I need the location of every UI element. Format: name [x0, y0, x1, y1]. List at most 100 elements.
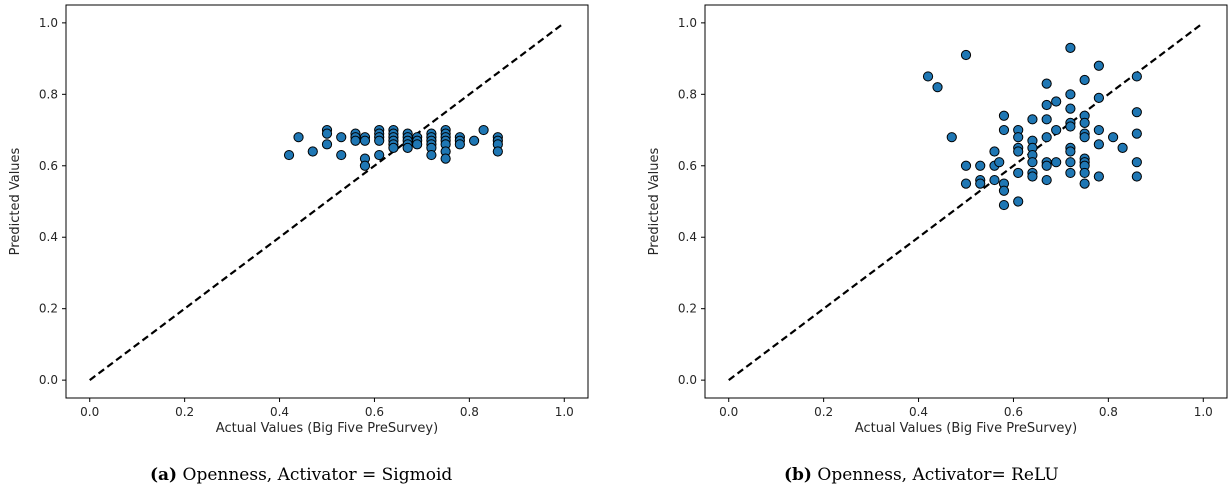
- y-tick-label-b: 0.2: [678, 302, 697, 316]
- scatter-point-b: [1079, 132, 1090, 143]
- scatter-point-b: [960, 160, 972, 171]
- scatter-point-b: [1013, 132, 1024, 143]
- x-tick-label-a: 0.4: [270, 405, 289, 419]
- y-tick-label-b: 0.8: [678, 87, 697, 101]
- scatter-point-b: [1027, 171, 1038, 182]
- scatter-point-b: [1027, 114, 1038, 125]
- scatter-point-b: [998, 199, 1010, 211]
- scatter-point-a: [350, 135, 361, 146]
- x-tick-label-b: 0.2: [814, 405, 833, 419]
- scatter-point-a: [374, 149, 385, 161]
- scatter-point-b: [932, 82, 943, 93]
- scatter-point-b: [998, 185, 1010, 196]
- scatter-point-b: [1131, 107, 1142, 118]
- scatter-point-a: [336, 132, 347, 143]
- scatter-point-a: [307, 146, 318, 157]
- scatter-point-a: [283, 149, 295, 161]
- scatter-point-b: [960, 178, 972, 189]
- scatter-point-b: [1027, 157, 1038, 168]
- scatter-point-b: [1041, 132, 1052, 143]
- x-tick-label-a: 0.6: [365, 405, 384, 419]
- scatter-point-a: [359, 160, 371, 171]
- y-tick-label-b: 0.4: [678, 230, 697, 244]
- scatter-point-b: [1131, 71, 1142, 82]
- reference-line-a: [89, 21, 565, 382]
- scatter-point-b: [1093, 124, 1104, 136]
- scatter-point-b: [1108, 132, 1119, 143]
- scatter-point-b: [1093, 139, 1104, 150]
- scatter-point-b: [1117, 142, 1128, 154]
- scatter-point-b: [1041, 160, 1052, 171]
- x-axis-label-b: Actual Values (Big Five PreSurvey): [855, 421, 1077, 436]
- scatter-point-b: [1065, 89, 1076, 100]
- scatter-point-b: [1065, 121, 1076, 132]
- scatter-point-b: [989, 146, 1000, 157]
- caption-b-tag: (b): [784, 465, 812, 485]
- scatter-point-a: [359, 135, 371, 146]
- scatter-point-b: [1079, 167, 1090, 179]
- scatter-point-b: [1065, 42, 1076, 53]
- y-tick-label-a: 0.8: [39, 87, 58, 101]
- scatter-point-a: [321, 128, 333, 139]
- scatter-point-b: [1079, 178, 1090, 189]
- scatter-point-b: [1131, 171, 1142, 182]
- scatter-point-a: [321, 139, 333, 150]
- x-tick-label-a: 0.2: [175, 405, 194, 419]
- scatter-point-b: [1079, 74, 1090, 86]
- scatter-point-b: [1065, 103, 1076, 114]
- y-tick-label-a: 0.4: [39, 230, 58, 244]
- y-tick-label-a: 0.6: [39, 159, 58, 173]
- scatter-point-a: [293, 132, 304, 143]
- scatter-point-b: [1065, 167, 1076, 179]
- y-tick-label-a: 0.2: [39, 302, 58, 316]
- scatter-point-b: [1093, 60, 1104, 71]
- scatter-point-b: [1041, 99, 1052, 111]
- scatter-point-a: [440, 153, 451, 164]
- scatter-point-b: [1131, 128, 1142, 139]
- scatter-point-b: [998, 124, 1010, 136]
- scatter-point-b: [1051, 96, 1062, 107]
- scatter-point-b: [989, 174, 1000, 186]
- scatter-point-b: [1093, 171, 1104, 182]
- scatter-point-b: [1041, 174, 1052, 186]
- scatter-point-a: [426, 149, 437, 161]
- scatter-point-b: [998, 110, 1010, 121]
- y-axis-label-b: Predicted Values: [647, 147, 662, 255]
- y-axis-label-a: Predicted Values: [8, 147, 23, 255]
- scatter-point-b: [1041, 78, 1052, 89]
- x-tick-label-a: 1.0: [555, 405, 574, 419]
- y-tick-label-b: 0.0: [678, 373, 697, 387]
- x-tick-label-b: 0.8: [1099, 405, 1118, 419]
- x-tick-label-a: 0.8: [460, 405, 479, 419]
- scatter-point-b: [1131, 157, 1142, 168]
- caption-a-text: Openness, Activator = Sigmoid: [182, 465, 453, 485]
- scatter-point-b: [922, 71, 934, 82]
- x-axis-label-a: Actual Values (Big Five PreSurvey): [216, 421, 438, 436]
- scatter-point-b: [1079, 117, 1090, 129]
- scatter-point-b: [1013, 146, 1024, 157]
- x-tick-label-b: 0.6: [1004, 405, 1023, 419]
- caption-a: (a) Openness, Activator = Sigmoid: [150, 465, 452, 485]
- x-tick-label-a: 0.0: [80, 405, 99, 419]
- scatter-point-a: [402, 142, 413, 154]
- scatter-point-b: [1093, 92, 1104, 103]
- scatter-point-b: [1065, 146, 1076, 157]
- reference-line-b: [728, 21, 1204, 382]
- scatter-point-a: [336, 149, 347, 161]
- scatter-point-a: [412, 139, 423, 150]
- scatter-point-b: [1051, 124, 1062, 136]
- x-tick-label-b: 0.4: [909, 405, 928, 419]
- x-tick-label-b: 1.0: [1194, 405, 1213, 419]
- y-tick-label-b: 1.0: [678, 16, 697, 30]
- scatter-point-a: [478, 124, 489, 136]
- scatter-point-a: [492, 146, 503, 157]
- caption-b: (b) Openness, Activator= ReLU: [784, 465, 1059, 485]
- scatter-point-a: [374, 135, 385, 146]
- caption-a-tag: (a): [150, 465, 178, 485]
- scatter-point-a: [388, 142, 399, 154]
- scatter-point-b: [1013, 196, 1024, 207]
- scatter-point-b: [1051, 157, 1062, 168]
- caption-b-text: Openness, Activator= ReLU: [817, 465, 1059, 485]
- scatter-point-b: [975, 178, 986, 189]
